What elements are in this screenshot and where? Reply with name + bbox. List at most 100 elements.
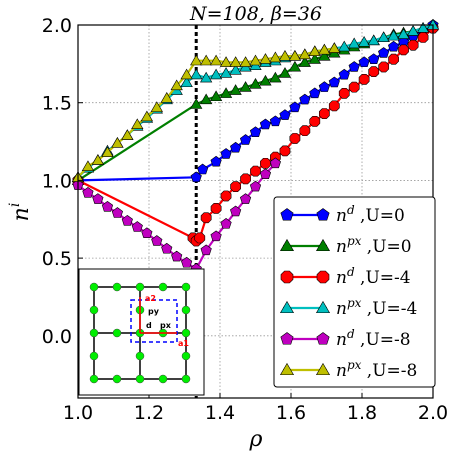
data-point <box>180 68 193 80</box>
lattice-site <box>89 351 99 361</box>
legend: nd ,U=0 npx ,U=0 nd ,U=-4 npx ,U=-4 nd ,U=-8… <box>273 196 436 388</box>
y-axis-label: ni <box>7 203 34 222</box>
data-point <box>239 193 252 204</box>
lattice-site <box>89 374 99 384</box>
data-point <box>288 49 302 61</box>
x-tick-label: 1.4 <box>205 402 235 424</box>
lattice-site <box>135 374 145 384</box>
a1-label: a1 <box>178 339 189 348</box>
x-tick-label: 1.2 <box>134 402 164 424</box>
data-point <box>269 157 281 169</box>
data-point <box>249 77 262 89</box>
py-label: py <box>148 307 160 316</box>
data-point <box>318 43 331 55</box>
x-axis-label: ρ <box>249 427 263 452</box>
data-point <box>259 53 272 64</box>
data-point <box>140 110 154 122</box>
data-point <box>417 32 429 43</box>
lattice-site <box>181 351 191 361</box>
data-point <box>348 81 360 93</box>
data-point <box>358 74 370 85</box>
series-group <box>72 157 281 274</box>
legend-entry: npx ,U=-8 <box>279 358 417 381</box>
data-point <box>318 108 330 119</box>
data-point <box>160 91 173 103</box>
data-point <box>101 200 114 212</box>
data-point <box>200 212 212 224</box>
data-point <box>328 42 341 53</box>
data-point <box>328 100 340 112</box>
data-point <box>278 49 292 61</box>
data-point <box>209 90 223 102</box>
data-point <box>180 76 193 88</box>
data-point <box>338 68 350 80</box>
data-point <box>309 115 321 127</box>
data-point <box>368 66 380 78</box>
data-point <box>194 232 206 244</box>
legend-marker-left <box>279 300 295 314</box>
y-tick-label: 2.0 <box>42 15 72 37</box>
data-point <box>190 98 203 109</box>
data-point <box>190 68 203 80</box>
data-point <box>200 54 213 66</box>
data-point <box>259 168 272 179</box>
data-point <box>358 56 370 68</box>
data-point <box>239 56 252 67</box>
data-point <box>269 71 282 83</box>
data-point <box>260 157 271 169</box>
data-point <box>259 74 272 86</box>
data-point <box>121 214 133 226</box>
data-point <box>328 76 340 88</box>
x-tick-label: 1.6 <box>276 402 306 424</box>
data-point <box>190 54 203 66</box>
legend-marker-right <box>316 270 330 284</box>
legend-label: npx ,U=0 <box>336 234 412 257</box>
data-point <box>209 54 223 66</box>
data-point <box>249 54 262 66</box>
legend-marker-right <box>316 208 330 221</box>
data-point <box>92 193 104 204</box>
data-point <box>101 146 114 157</box>
data-point <box>338 88 350 99</box>
data-point <box>249 180 262 192</box>
data-point <box>398 44 409 56</box>
data-point <box>308 45 321 56</box>
data-point <box>397 28 410 39</box>
data-point <box>368 53 380 64</box>
data-point <box>348 37 361 49</box>
unit-cell <box>130 299 178 343</box>
legend-entries: nd ,U=0 npx ,U=0 nd ,U=-4 npx ,U=-4 nd ,U=-8… <box>279 203 417 381</box>
data-point <box>406 25 420 36</box>
data-point <box>288 60 302 72</box>
inset-diagram: a1 a2 py d px <box>78 268 205 396</box>
data-point <box>269 51 282 63</box>
data-point <box>181 256 193 268</box>
legend-label: nd ,U=0 <box>336 203 405 226</box>
data-point <box>387 29 400 41</box>
data-point <box>229 84 242 95</box>
legend-marker-left <box>280 332 294 345</box>
a2-label: a2 <box>145 294 156 303</box>
legend-entry: nd ,U=-8 <box>280 327 411 350</box>
data-point <box>111 137 124 148</box>
data-point <box>240 173 251 185</box>
data-point <box>121 129 134 140</box>
legend-marker-left <box>279 362 295 376</box>
lattice-site <box>135 351 145 361</box>
data-point <box>219 67 233 78</box>
lattice-site <box>158 282 168 292</box>
data-point <box>249 126 262 137</box>
data-point <box>299 125 311 137</box>
lattice-site <box>112 282 122 292</box>
data-point <box>269 115 281 127</box>
data-point <box>348 61 360 72</box>
legend-marker-left <box>280 208 294 221</box>
data-point <box>259 118 272 130</box>
data-point <box>82 186 94 198</box>
data-point <box>229 63 242 75</box>
x-tick-label: 1.8 <box>347 402 377 424</box>
data-point <box>279 109 291 120</box>
data-point <box>378 61 390 73</box>
data-point <box>170 79 183 91</box>
data-point <box>279 145 291 157</box>
